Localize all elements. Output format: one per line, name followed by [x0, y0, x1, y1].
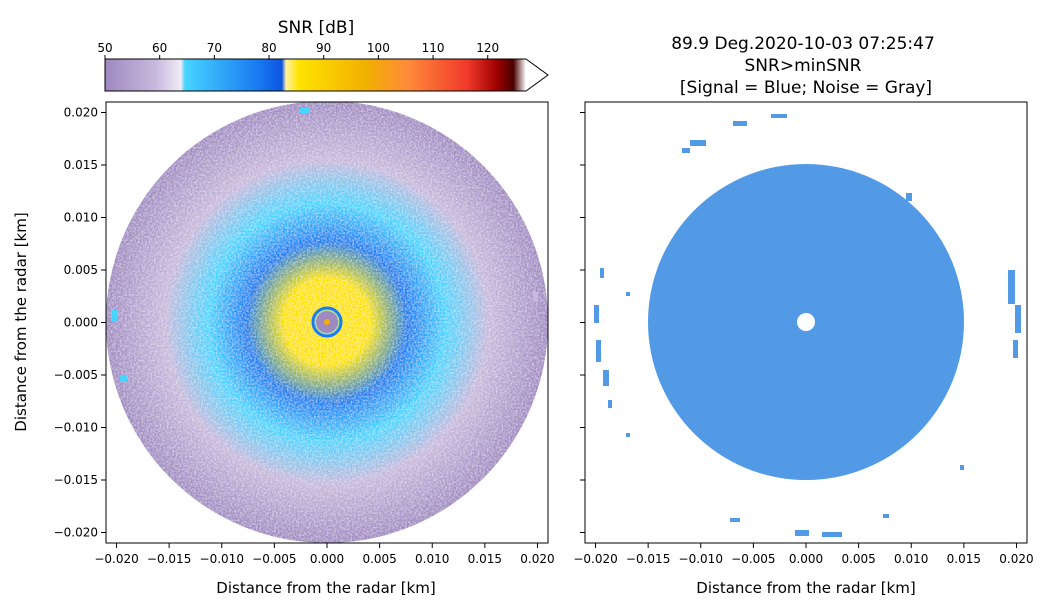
inner-ring — [311, 306, 343, 338]
colorbar-label: SNR [dB] — [278, 18, 354, 38]
signal-fragment — [1008, 270, 1015, 304]
left-y-ticks: 0.020 0.015 0.010 0.005 0.000 −0.005 −0.010 −0.… — [54, 106, 106, 540]
x-tick-label: −0.020 — [573, 552, 617, 566]
right-y-ticks — [580, 112, 585, 533]
y-tick-label: −0.010 — [54, 421, 98, 435]
colorbar-extend-triangle — [526, 59, 548, 91]
y-tick-label: 0.005 — [64, 263, 98, 277]
signal-fragment — [1015, 305, 1021, 333]
x-tick-label: −0.015 — [626, 552, 670, 566]
colorbar-ticks: 50 60 70 80 90 100 110 120 — [97, 41, 499, 59]
colorbar-tick-label: 110 — [422, 41, 445, 55]
colorbar-gradient — [105, 59, 526, 91]
colorbar-tick-label: 50 — [97, 41, 112, 55]
right-x-axis-label: Distance from the radar [km] — [696, 579, 915, 597]
colorbar-tick-label: 70 — [207, 41, 222, 55]
x-tick-label: −0.020 — [94, 552, 138, 566]
edge-fleck — [112, 310, 117, 322]
x-tick-label: 0.015 — [947, 552, 981, 566]
colorbar-tick-label: 100 — [367, 41, 390, 55]
edge-fleck — [533, 292, 538, 302]
y-tick-label: −0.005 — [54, 368, 98, 382]
signal-fragment — [682, 148, 690, 153]
y-tick-label: 0.010 — [64, 211, 98, 225]
signal-fragment — [730, 518, 740, 522]
right-title-line3: [Signal = Blue; Noise = Gray] — [680, 78, 932, 98]
signal-fragment — [822, 532, 842, 537]
colorbar-tick-label: 90 — [316, 41, 331, 55]
colorbar: SNR [dB] 50 60 70 80 90 100 110 120 — [97, 18, 549, 92]
center-dot — [324, 319, 330, 325]
edge-fleck — [300, 108, 310, 113]
left-x-ticks: −0.020 −0.015 −0.010 −0.005 0.000 0.005 0.010 0… — [94, 543, 555, 566]
signal-fragments — [594, 114, 1021, 537]
signal-fragment — [960, 465, 964, 470]
signal-fragment — [626, 292, 630, 296]
x-tick-label: 0.010 — [894, 552, 928, 566]
signal-fragment — [626, 433, 630, 437]
signal-fragment — [594, 305, 599, 323]
left-x-axis-label: Distance from the radar [km] — [216, 579, 435, 597]
colorbar-tick-label: 60 — [152, 41, 167, 55]
left-y-axis-label: Distance from the radar [km] — [12, 212, 30, 431]
x-tick-label: 0.020 — [999, 552, 1033, 566]
left-plot: −0.020 −0.015 −0.010 −0.005 0.000 0.005 0.010 0… — [12, 101, 555, 597]
signal-hole — [797, 313, 815, 331]
right-title-line1: 89.9 Deg.2020-10-03 07:25:47 — [671, 34, 935, 54]
x-tick-label: 0.000 — [789, 552, 823, 566]
signal-fragment — [600, 268, 604, 278]
signal-fragment — [771, 114, 787, 118]
y-tick-label: 0.020 — [64, 106, 98, 120]
x-tick-label: 0.005 — [362, 552, 396, 566]
signal-fragment — [596, 340, 601, 362]
signal-fragment — [608, 400, 612, 408]
x-tick-label: 0.000 — [310, 552, 344, 566]
signal-fragment — [883, 514, 889, 518]
right-title-line2: SNR>minSNR — [745, 56, 862, 76]
signal-fragment — [1013, 340, 1018, 358]
x-tick-label: −0.010 — [679, 552, 723, 566]
y-tick-label: 0.015 — [64, 158, 98, 172]
x-tick-label: 0.005 — [841, 552, 875, 566]
x-tick-label: 0.010 — [415, 552, 449, 566]
right-plot: 89.9 Deg.2020-10-03 07:25:47 SNR>minSNR … — [573, 34, 1033, 597]
y-tick-label: −0.020 — [54, 526, 98, 540]
edge-fleck — [120, 375, 127, 382]
signal-fragment — [906, 193, 912, 201]
x-tick-label: −0.015 — [147, 552, 191, 566]
signal-fragment — [690, 140, 706, 146]
colorbar-tick-label: 80 — [261, 41, 276, 55]
signal-fragment — [603, 370, 609, 386]
signal-fragment — [795, 530, 809, 536]
x-tick-label: −0.005 — [731, 552, 775, 566]
right-x-ticks: −0.020 −0.015 −0.010 −0.005 0.000 0.005 0.010 0… — [573, 543, 1034, 566]
y-tick-label: 0.000 — [64, 316, 98, 330]
y-tick-label: −0.015 — [54, 473, 98, 487]
x-tick-label: 0.015 — [468, 552, 502, 566]
x-tick-label: −0.005 — [252, 552, 296, 566]
colorbar-outline — [104, 58, 549, 92]
signal-fragment — [733, 121, 747, 126]
x-tick-label: 0.020 — [520, 552, 554, 566]
x-tick-label: −0.010 — [200, 552, 244, 566]
colorbar-tick-label: 120 — [476, 41, 499, 55]
